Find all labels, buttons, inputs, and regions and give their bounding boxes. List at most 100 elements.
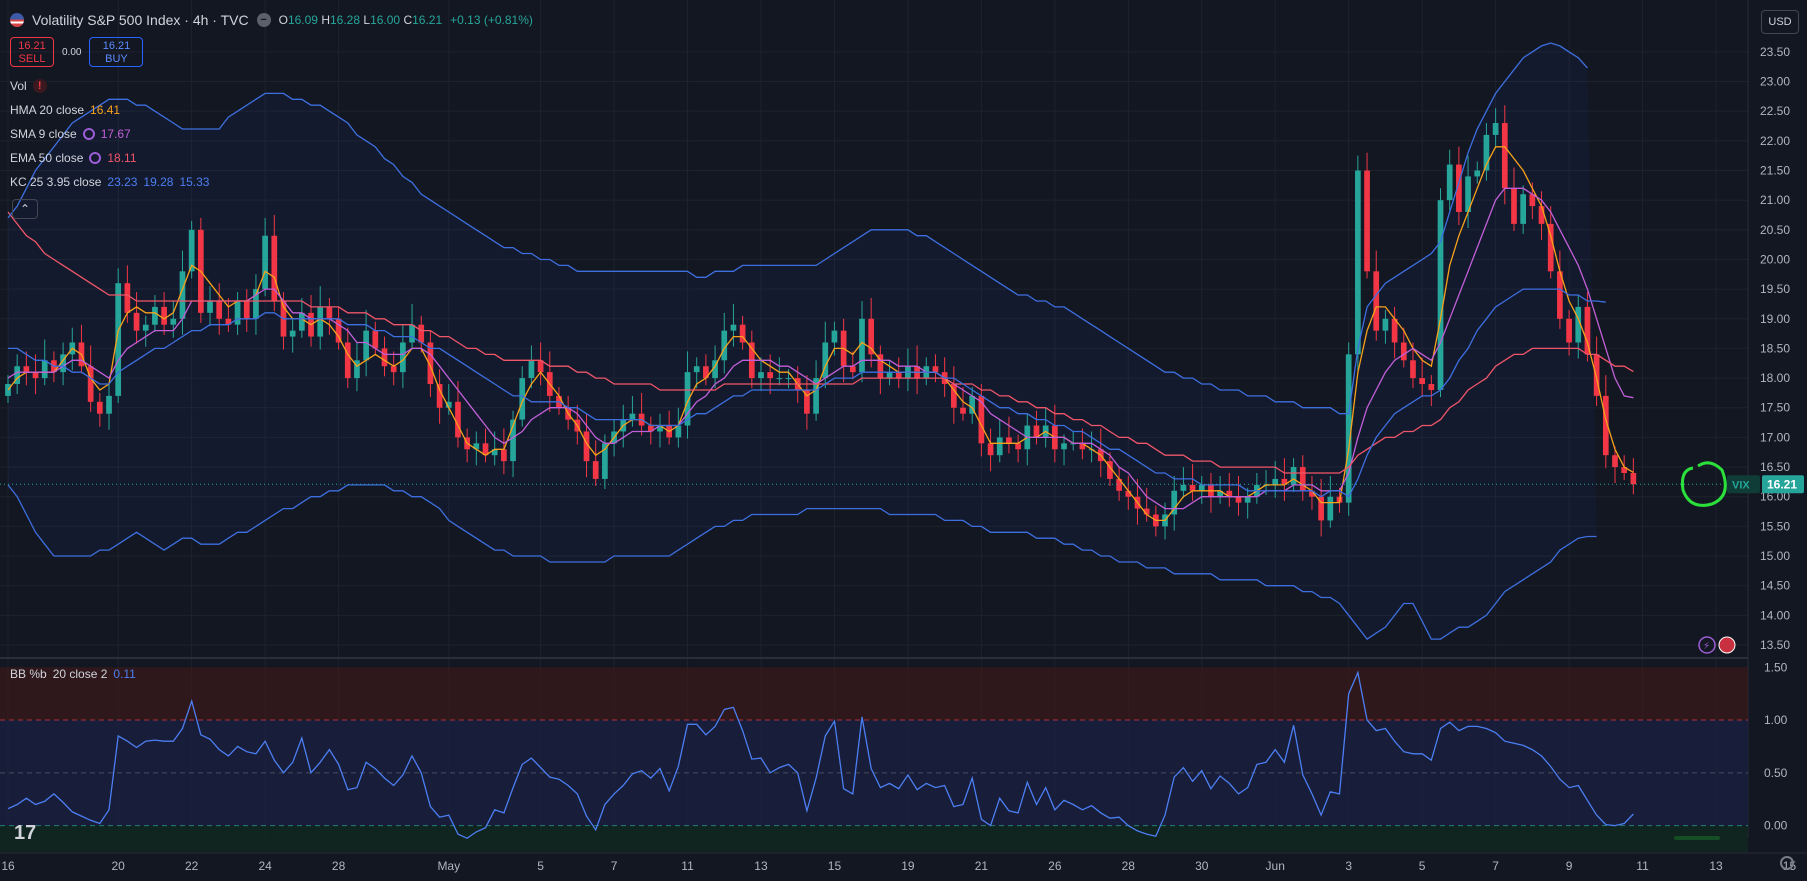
legend-label: EMA 50 close xyxy=(10,151,84,165)
candle-body xyxy=(133,312,140,331)
candle-body xyxy=(592,461,599,479)
candle-body xyxy=(1033,425,1040,438)
candle-body xyxy=(583,431,590,462)
candle-body xyxy=(1630,472,1637,485)
alert-icon[interactable]: ! xyxy=(32,79,47,93)
candle-body xyxy=(1391,318,1398,343)
bb-tick-label: 0.00 xyxy=(1764,819,1788,833)
candle-body xyxy=(317,306,324,337)
candle-body xyxy=(1198,484,1205,491)
legend-kc[interactable]: KC 25 3.95 close 23.23 19.28 15.33 xyxy=(10,175,209,189)
loading-icon xyxy=(82,128,95,140)
ohlc-value: 16.21 xyxy=(412,13,443,27)
candle-body xyxy=(950,384,957,408)
legend-ema[interactable]: EMA 50 close 18.11 xyxy=(10,151,137,165)
sell-label: SELL xyxy=(18,53,46,65)
candle-body xyxy=(1318,496,1324,521)
candle-body xyxy=(253,289,259,319)
time-tick-label: 28 xyxy=(332,859,346,873)
candle-body xyxy=(1189,484,1196,491)
candle-body xyxy=(344,342,351,379)
candle-body xyxy=(289,330,296,337)
candle-body xyxy=(1593,354,1600,396)
candle-body xyxy=(335,318,342,343)
sell-button[interactable]: 16.21 SELL xyxy=(10,37,54,67)
change-value: +0.13 (+0.81%) xyxy=(450,13,533,27)
symbol-title[interactable]: Volatility S&P 500 Index · 4h · TVC xyxy=(32,12,249,28)
price-tick-label: 14.00 xyxy=(1760,608,1790,622)
candle-body xyxy=(932,366,939,373)
sma-9-close-line xyxy=(7,187,1634,510)
price-tick-label: 23.50 xyxy=(1760,45,1790,59)
ohlc-key: O xyxy=(278,13,288,27)
legend-vol[interactable]: Vol! xyxy=(10,79,47,93)
candle-body xyxy=(1511,188,1517,224)
time-tick-label: 13 xyxy=(754,859,768,873)
candle-body xyxy=(1538,206,1545,224)
collapse-legend-button[interactable]: ⌃ xyxy=(12,199,38,219)
candle-body xyxy=(207,300,213,313)
candle-body xyxy=(14,366,21,385)
candle-body xyxy=(1419,378,1425,385)
legend-hma[interactable]: HMA 20 close 16.41 xyxy=(10,103,120,117)
time-tick-label: 22 xyxy=(185,859,199,873)
legend-label: Vol xyxy=(10,79,27,93)
candle-body xyxy=(758,372,764,379)
candle-body xyxy=(87,366,94,402)
ohlc-value: 16.00 xyxy=(370,13,404,27)
candle-body xyxy=(1446,164,1453,201)
sell-price: 16.21 xyxy=(18,40,46,52)
candle-body xyxy=(142,324,149,331)
candle-body xyxy=(602,443,608,479)
candle-body xyxy=(124,283,131,313)
bb-tick-label: 1.50 xyxy=(1764,660,1788,674)
hand-drawn-circle xyxy=(1681,461,1727,507)
ticker-label: VIX xyxy=(1732,479,1750,491)
buy-button[interactable]: 16.21 BUY xyxy=(89,37,144,67)
time-axis[interactable]: 16 20 22 24 28 May 5 7 11 13 15 19 21 26 28 30 Jun 3 5 7 9 11… xyxy=(0,852,1807,873)
candle-body xyxy=(418,324,425,343)
ohlc-key: H xyxy=(321,13,330,27)
candle-body xyxy=(1061,443,1067,450)
bb-tick-label: 1.00 xyxy=(1764,713,1788,727)
legend-sma[interactable]: SMA 9 close 17.67 xyxy=(10,127,131,141)
settings-gear-icon[interactable] xyxy=(1780,856,1794,870)
candle-body xyxy=(482,443,489,456)
time-tick-label: 11 xyxy=(1636,859,1649,873)
candle-body xyxy=(1309,490,1315,497)
price-tick-label: 17.50 xyxy=(1760,401,1790,415)
candle-body xyxy=(115,283,122,396)
candle-body xyxy=(1364,170,1370,272)
time-tick-label: 13 xyxy=(1709,859,1723,873)
price-tick-label: 17.00 xyxy=(1760,430,1790,444)
price-tick-label: 19.50 xyxy=(1760,282,1790,296)
lightning-icon xyxy=(1698,636,1716,654)
price-tick-label: 22.50 xyxy=(1760,104,1790,118)
currency-button[interactable]: USD xyxy=(1761,10,1799,34)
candle-body xyxy=(271,235,278,301)
last-price-badge xyxy=(1762,475,1804,494)
candle-body xyxy=(1428,384,1435,390)
lightning-glyph: ⚡ xyxy=(1703,641,1710,652)
bb-overbought-zone xyxy=(0,667,1748,721)
candle-body xyxy=(106,395,112,414)
tradingview-logo-icon[interactable]: 17 xyxy=(14,822,37,844)
candle-body xyxy=(1079,443,1086,450)
candle-body xyxy=(60,354,66,373)
candle-body xyxy=(363,330,369,361)
price-tick-label: 18.50 xyxy=(1760,341,1790,355)
candle-body xyxy=(996,437,1003,456)
time-tick-label: 5 xyxy=(1419,859,1426,873)
candle-body xyxy=(1501,123,1508,189)
price-tick-label: 15.00 xyxy=(1760,549,1790,563)
candle-body xyxy=(1107,461,1113,479)
bb-legend-value: 0.11 xyxy=(113,667,136,681)
market-closed-icon[interactable]: − xyxy=(256,13,271,27)
candle-body xyxy=(1355,170,1361,355)
candle-body xyxy=(849,366,856,373)
bb-pane[interactable]: 1.50 1.00 0.50 0.00 xyxy=(0,660,1788,852)
candle-body xyxy=(445,401,452,408)
price-axis[interactable]: 23.50 23.00 22.50 22.00 21.50 21.00 20.50 20.00… xyxy=(1698,0,1807,881)
kc-middle-line xyxy=(8,288,1606,498)
